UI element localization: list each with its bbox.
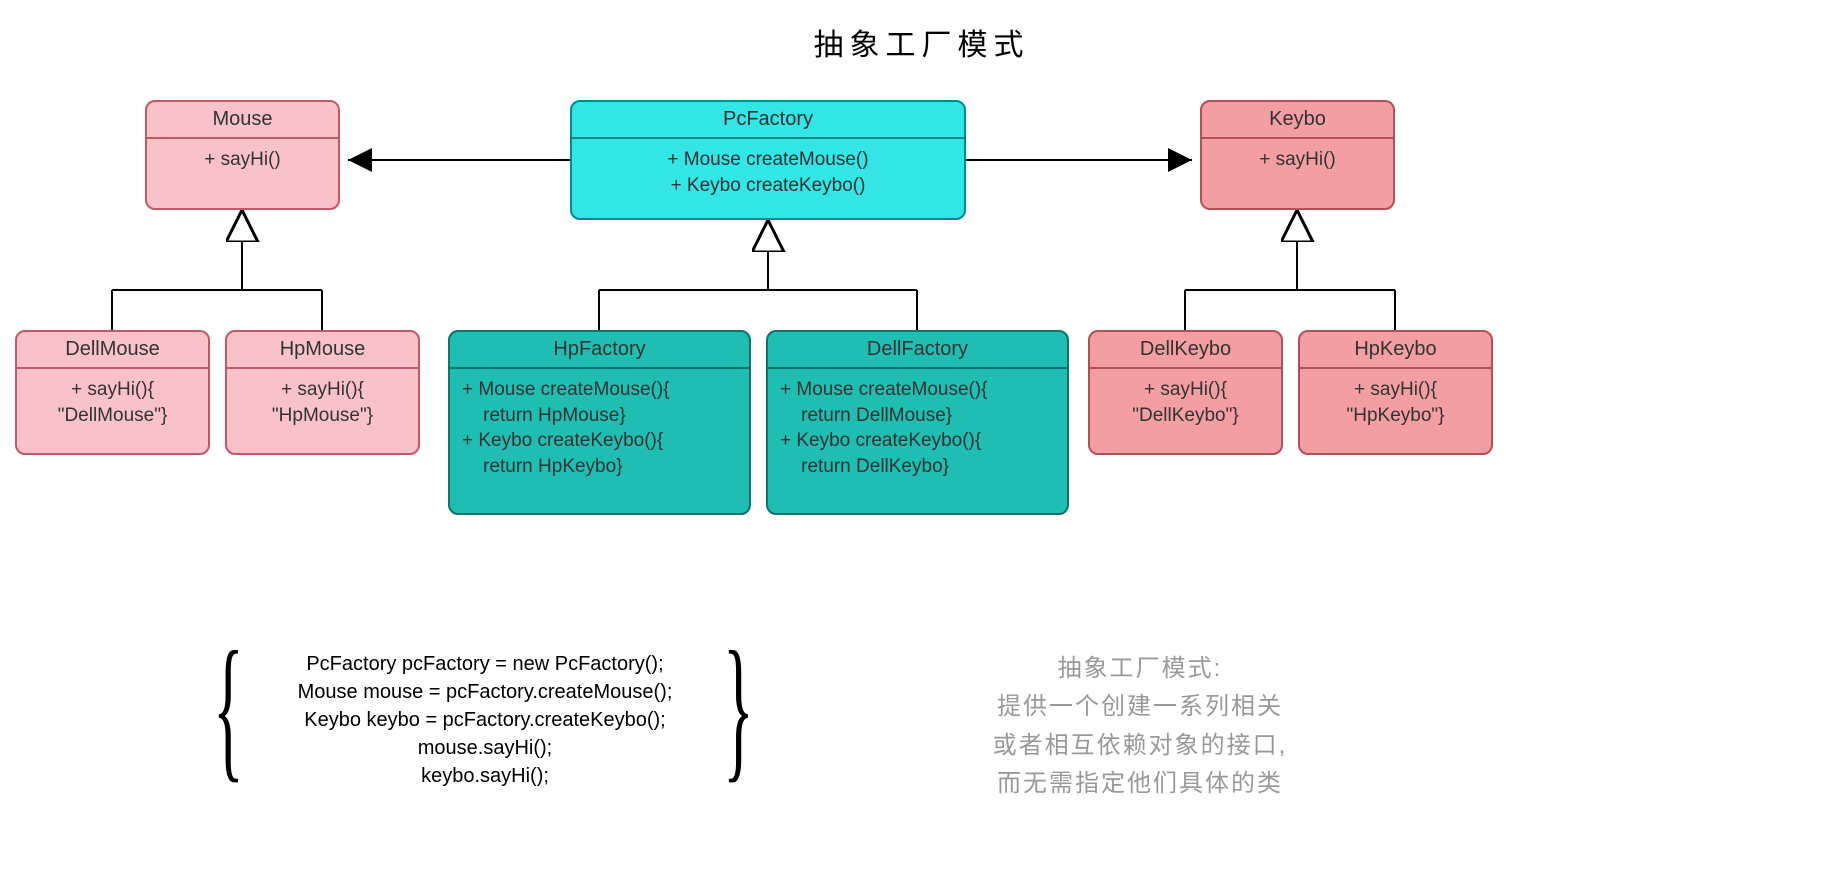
code-sample: PcFactory pcFactory = new PcFactory();Mo…	[270, 650, 700, 790]
class-box-dellkeybo: DellKeybo+ sayHi(){"DellKeybo"}	[1088, 330, 1283, 455]
class-box-title: HpFactory	[450, 332, 749, 369]
class-box-title: HpKeybo	[1300, 332, 1491, 369]
class-box-hpfactory: HpFactory+ Mouse createMouse(){ return H…	[448, 330, 751, 515]
class-box-body: + sayHi(){"DellMouse"}	[17, 369, 208, 436]
diagram-title: 抽象工厂模式	[0, 20, 1843, 64]
class-box-title: PcFactory	[572, 102, 964, 139]
class-box-body: + Mouse createMouse()+ Keybo createKeybo…	[572, 139, 964, 206]
class-box-title: Mouse	[147, 102, 338, 139]
class-box-hpkeybo: HpKeybo+ sayHi(){"HpKeybo"}	[1298, 330, 1493, 455]
class-box-dellmouse: DellMouse+ sayHi(){"DellMouse"}	[15, 330, 210, 455]
class-box-dellfactory: DellFactory+ Mouse createMouse(){ return…	[766, 330, 1069, 515]
class-box-title: Keybo	[1202, 102, 1393, 139]
class-box-title: DellFactory	[768, 332, 1067, 369]
class-box-body: + sayHi()	[147, 139, 338, 181]
class-box-body: + sayHi(){"HpMouse"}	[227, 369, 418, 436]
pattern-description: 抽象工厂模式:提供一个创建一系列相关或者相互依赖对象的接口,而无需指定他们具体的…	[960, 650, 1320, 804]
class-box-title: DellMouse	[17, 332, 208, 369]
code-brace-right: }	[723, 615, 754, 800]
class-box-body: + sayHi()	[1202, 139, 1393, 181]
class-box-mouse: Mouse+ sayHi()	[145, 100, 340, 210]
class-box-hpmouse: HpMouse+ sayHi(){"HpMouse"}	[225, 330, 420, 455]
code-brace-left: {	[213, 615, 244, 800]
class-box-body: + sayHi(){"DellKeybo"}	[1090, 369, 1281, 436]
class-box-title: DellKeybo	[1090, 332, 1281, 369]
class-box-keybo: Keybo+ sayHi()	[1200, 100, 1395, 210]
class-box-pcfactory: PcFactory+ Mouse createMouse()+ Keybo cr…	[570, 100, 966, 220]
class-box-title: HpMouse	[227, 332, 418, 369]
class-box-body: + Mouse createMouse(){ return HpMouse}+ …	[450, 369, 749, 488]
class-box-body: + Mouse createMouse(){ return DellMouse}…	[768, 369, 1067, 488]
class-box-body: + sayHi(){"HpKeybo"}	[1300, 369, 1491, 436]
